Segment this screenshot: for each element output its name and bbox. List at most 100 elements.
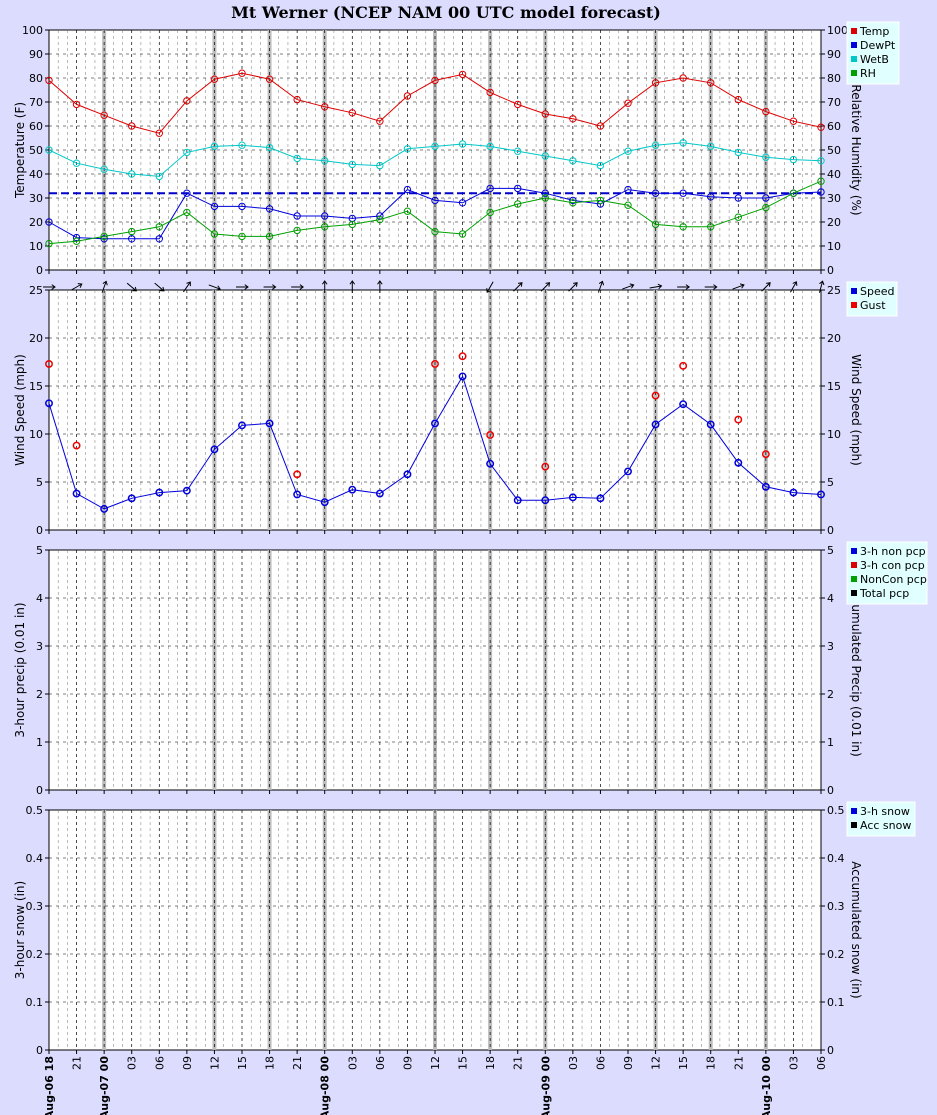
- data-point-speed: [375, 489, 384, 498]
- x-tick-label: Aug-08 00: [319, 1056, 332, 1115]
- ytick-label-left: 0.2: [26, 948, 44, 961]
- wind-arrow-head: [545, 282, 551, 287]
- data-point-temp: [210, 75, 219, 83]
- ytick-label-left: 100: [22, 24, 43, 37]
- wind-arrow-head: [159, 286, 165, 292]
- data-point-wetb: [348, 160, 356, 169]
- legend-swatch: [851, 42, 857, 48]
- data-point-dewpt: [514, 184, 522, 193]
- data-point-speed: [568, 493, 577, 502]
- x-tick-label: 06: [153, 1056, 166, 1070]
- x-tick-label: 18: [484, 1056, 497, 1070]
- axis-title-left: 3-hour snow (in): [13, 881, 27, 979]
- data-point-wetb: [596, 161, 605, 170]
- data-point-gust: [734, 415, 743, 424]
- data-point-rh: [624, 201, 632, 209]
- x-tick-label: 03: [787, 1056, 800, 1070]
- x-tick-label: 15: [236, 1056, 249, 1070]
- data-point-temp: [789, 117, 798, 125]
- ytick-label-right: 5: [827, 544, 834, 557]
- data-point-gust: [458, 352, 467, 361]
- data-point-speed: [817, 490, 825, 499]
- ytick-label-left: 70: [29, 96, 43, 109]
- data-point-temp: [817, 123, 825, 131]
- legend-box: [846, 281, 898, 317]
- panel-temperature: 0 0 10 10 20 20 30 30 40 40 50 50 60 60 70 70 80 80 90 90 10…: [13, 21, 900, 277]
- series-line-dewpt: [48, 187, 822, 240]
- ytick-label-right: 15: [827, 380, 841, 393]
- wind-arrow: [208, 284, 221, 290]
- legend-label: Speed: [860, 285, 894, 298]
- data-point-rh: [514, 200, 522, 208]
- data-point-speed: [100, 504, 109, 513]
- data-point-temp: [348, 109, 356, 117]
- data-point-wetb: [707, 142, 715, 151]
- data-point-dewpt: [155, 235, 163, 243]
- data-point-speed: [651, 420, 660, 429]
- x-tick-label: 03: [126, 1056, 139, 1070]
- ytick-label-left: 60: [29, 120, 43, 133]
- ytick-label-left: 20: [29, 216, 43, 229]
- wind-arrow-head: [598, 280, 605, 286]
- data-point-gust: [293, 470, 302, 479]
- data-point-gust: [541, 462, 550, 471]
- wind-arrow-head: [517, 282, 523, 287]
- ytick-label-right: 20: [827, 216, 841, 229]
- wind-arrow-head: [299, 284, 304, 290]
- data-point-rh: [569, 199, 577, 207]
- wind-arrow: [183, 281, 191, 293]
- x-tick-label: 09: [401, 1056, 414, 1070]
- data-point-rh: [210, 230, 219, 238]
- ytick-label-left: 0.3: [26, 900, 44, 913]
- data-point-wetb: [541, 152, 549, 160]
- legend-label: RH: [860, 67, 876, 80]
- data-point-temp: [734, 95, 742, 104]
- series-line-wetb: [48, 142, 822, 177]
- data-point-dewpt: [486, 184, 494, 193]
- data-point-wetb: [624, 147, 632, 155]
- data-point-wetb: [210, 142, 219, 151]
- wind-arrow: [154, 282, 165, 292]
- data-point-rh: [789, 189, 798, 197]
- data-point-temp: [155, 129, 163, 137]
- wind-arrow-head: [766, 282, 771, 287]
- data-point-dewpt: [707, 193, 715, 201]
- data-point-wetb: [72, 159, 81, 167]
- ytick-label-right: 60: [827, 120, 841, 133]
- wind-arrow-head: [77, 283, 83, 288]
- data-point-rh: [486, 208, 494, 217]
- ytick-label-left: 5: [36, 476, 43, 489]
- wind-arrow-head: [51, 284, 56, 290]
- wind-arrow-head: [377, 280, 383, 285]
- wind-arrow: [789, 281, 797, 293]
- data-point-rh: [128, 227, 136, 236]
- ytick-label-left: 2: [36, 688, 43, 701]
- wind-arrow: [732, 284, 745, 290]
- data-point-wetb: [651, 141, 660, 149]
- x-tick-label: 06: [594, 1056, 607, 1070]
- data-point-dewpt: [431, 196, 439, 205]
- data-point-speed: [210, 445, 219, 454]
- data-point-wetb: [569, 157, 577, 165]
- data-point-dewpt: [458, 199, 467, 207]
- ytick-label-right: 80: [827, 72, 841, 85]
- legend-swatch: [851, 302, 857, 308]
- ytick-label-left: 90: [29, 48, 43, 61]
- data-point-rh: [293, 226, 301, 235]
- data-point-temp: [293, 95, 301, 104]
- wind-arrow: [540, 282, 550, 292]
- data-point-temp: [569, 115, 577, 123]
- ytick-label-right: 1: [827, 736, 834, 749]
- ytick-label-left: 0: [36, 1044, 43, 1057]
- ytick-label-left: 50: [29, 144, 43, 157]
- data-point-rh: [431, 227, 439, 236]
- data-point-wetb: [734, 148, 742, 157]
- data-point-gust: [486, 431, 495, 439]
- x-tick-label: 12: [650, 1056, 663, 1070]
- data-point-wetb: [293, 154, 301, 163]
- data-point-dewpt: [817, 188, 825, 196]
- series-line-rh: [48, 180, 822, 245]
